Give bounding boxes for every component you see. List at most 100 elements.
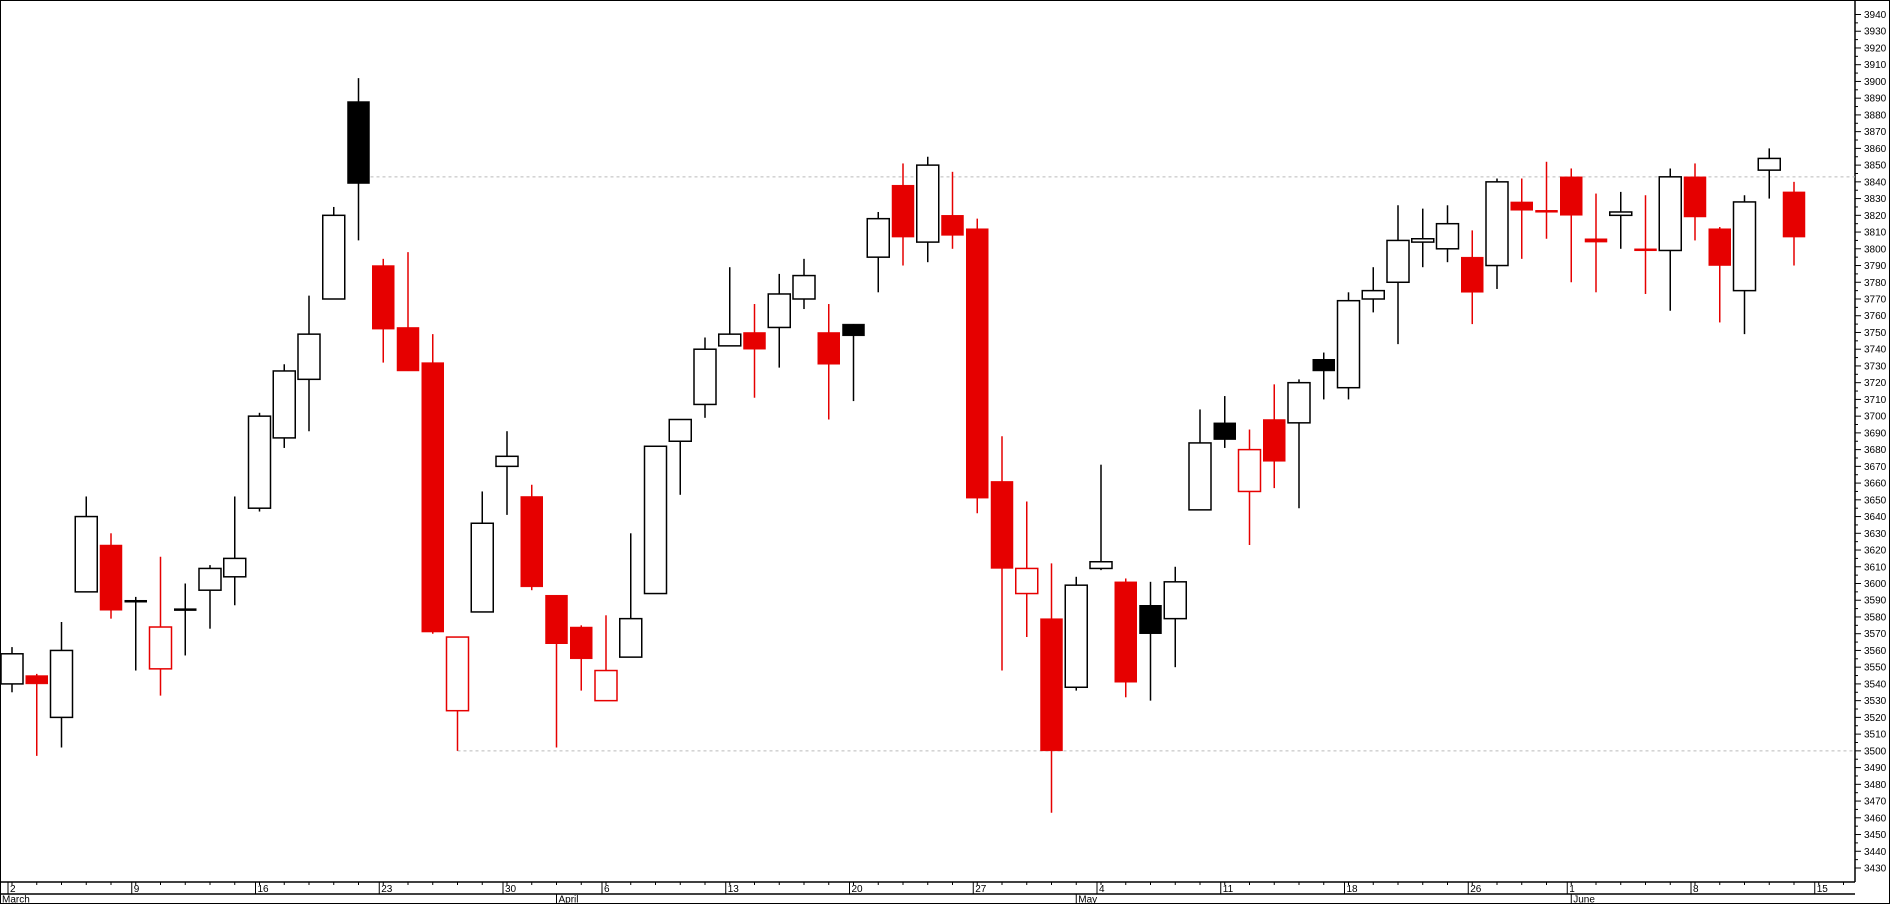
candle-body bbox=[1485, 181, 1509, 267]
candle-body bbox=[272, 370, 296, 439]
candle-body bbox=[966, 228, 989, 499]
candle-body bbox=[1584, 238, 1608, 243]
candle-body bbox=[495, 455, 519, 468]
price-tick-label: 3870 bbox=[1864, 127, 1887, 138]
candle-body bbox=[545, 594, 568, 644]
price-tick-label: 3460 bbox=[1864, 813, 1887, 824]
candle-body bbox=[1732, 201, 1757, 292]
candle-body bbox=[1361, 289, 1385, 300]
month-label: June bbox=[1573, 895, 1595, 904]
price-tick-label: 3880 bbox=[1864, 110, 1887, 121]
price-tick-label: 3850 bbox=[1864, 161, 1887, 172]
price-tick-label: 3930 bbox=[1864, 27, 1887, 38]
price-tick-label: 3710 bbox=[1864, 395, 1887, 406]
candle-body bbox=[470, 522, 494, 613]
candle-body bbox=[148, 626, 173, 670]
candle-body bbox=[1560, 176, 1583, 216]
candle-body bbox=[1287, 381, 1311, 424]
price-tick-label: 3490 bbox=[1864, 763, 1887, 774]
price-tick-label: 3690 bbox=[1864, 428, 1887, 439]
candle-body bbox=[25, 675, 48, 685]
candle-body bbox=[990, 481, 1014, 569]
date-tick-label: 15 bbox=[1817, 884, 1829, 895]
candle-body bbox=[1683, 176, 1707, 218]
price-tick-label: 3800 bbox=[1864, 244, 1887, 255]
candle-body bbox=[1213, 422, 1236, 440]
candle-body bbox=[1312, 358, 1335, 372]
date-tick-label: 18 bbox=[1347, 884, 1359, 895]
price-tick-label: 3670 bbox=[1864, 462, 1887, 473]
candle-body bbox=[1114, 581, 1137, 683]
price-tick-label: 3680 bbox=[1864, 445, 1887, 456]
price-tick-label: 3660 bbox=[1864, 479, 1887, 490]
price-tick-label: 3630 bbox=[1864, 529, 1887, 540]
candle-body bbox=[619, 617, 643, 658]
date-tick-label: 26 bbox=[1470, 884, 1482, 895]
price-tick-label: 3550 bbox=[1864, 663, 1887, 674]
price-tick-label: 3470 bbox=[1864, 797, 1887, 808]
candle-body bbox=[124, 599, 147, 603]
candle-body bbox=[74, 515, 98, 593]
candle-body bbox=[396, 327, 420, 372]
candle-body bbox=[1535, 210, 1558, 213]
month-label: March bbox=[2, 895, 30, 904]
price-tick-label: 3780 bbox=[1864, 278, 1887, 289]
price-tick-label: 3510 bbox=[1864, 730, 1887, 741]
candle-body bbox=[866, 217, 890, 258]
candle-body bbox=[1757, 157, 1781, 171]
date-tick-label: 2 bbox=[10, 884, 16, 895]
candle-body bbox=[1634, 248, 1657, 252]
candle-body bbox=[1237, 448, 1262, 493]
candle-body bbox=[743, 332, 766, 350]
date-tick-label: 8 bbox=[1693, 884, 1699, 895]
price-tick-label: 3740 bbox=[1864, 345, 1887, 356]
candle-body bbox=[1411, 238, 1435, 243]
date-tick-label: 23 bbox=[381, 884, 393, 895]
price-tick-label: 3580 bbox=[1864, 612, 1887, 623]
price-tick-label: 3720 bbox=[1864, 378, 1887, 389]
candle-body bbox=[1163, 581, 1187, 620]
month-label: May bbox=[1078, 895, 1097, 904]
price-tick-label: 3620 bbox=[1864, 546, 1887, 557]
candle-body bbox=[941, 215, 964, 236]
date-tick-label: 9 bbox=[134, 884, 140, 895]
price-tick-label: 3500 bbox=[1864, 746, 1887, 757]
candle-body bbox=[1064, 584, 1088, 689]
candle-body bbox=[322, 214, 346, 300]
candle-body bbox=[520, 496, 543, 588]
price-tick-label: 3560 bbox=[1864, 646, 1887, 657]
price-tick-label: 3890 bbox=[1864, 94, 1887, 105]
candle-body bbox=[767, 293, 791, 329]
candle-body bbox=[445, 636, 470, 712]
price-tick-label: 3810 bbox=[1864, 228, 1887, 239]
price-tick-label: 3860 bbox=[1864, 144, 1887, 155]
candle-body bbox=[1435, 222, 1460, 250]
candle-body bbox=[1782, 191, 1806, 238]
candle-body bbox=[817, 332, 840, 365]
price-tick-label: 3610 bbox=[1864, 562, 1887, 573]
candle-body bbox=[421, 362, 444, 633]
price-tick-label: 3590 bbox=[1864, 596, 1887, 607]
price-tick-label: 3770 bbox=[1864, 295, 1887, 306]
price-tick-label: 3520 bbox=[1864, 713, 1887, 724]
price-tick-label: 3600 bbox=[1864, 579, 1887, 590]
price-tick-label: 3830 bbox=[1864, 194, 1887, 205]
candle-body bbox=[0, 653, 24, 685]
price-tick-label: 3760 bbox=[1864, 311, 1887, 322]
date-tick-label: 6 bbox=[604, 884, 610, 895]
month-label: April bbox=[559, 895, 579, 904]
candle-body bbox=[1089, 560, 1113, 570]
candle-body bbox=[792, 274, 816, 300]
price-tick-label: 3430 bbox=[1864, 864, 1887, 875]
price-tick-label: 3540 bbox=[1864, 679, 1887, 690]
price-tick-label: 3530 bbox=[1864, 696, 1887, 707]
candle-body bbox=[1708, 228, 1731, 266]
date-tick-label: 1 bbox=[1569, 884, 1575, 895]
date-tick-label: 4 bbox=[1099, 884, 1105, 895]
candle-body bbox=[1658, 176, 1682, 252]
candle-body bbox=[891, 184, 915, 238]
price-tick-label: 3920 bbox=[1864, 43, 1887, 54]
price-tick-label: 3450 bbox=[1864, 830, 1887, 841]
price-tick-label: 3480 bbox=[1864, 780, 1887, 791]
